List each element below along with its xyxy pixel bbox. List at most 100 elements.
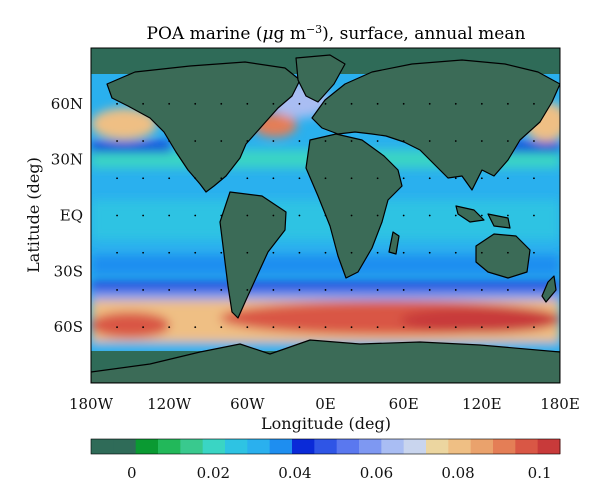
grid-dot [246,214,249,217]
x-tick-label: 180W [69,395,114,413]
colorbar-tick-label: 0.06 [360,464,393,482]
grid-dot [116,214,118,217]
grid-dot [220,214,223,217]
grid-dot [350,140,353,142]
grid-dot [454,140,457,142]
grid-dot [168,251,171,254]
grid-dot [533,102,535,105]
australia [475,233,531,279]
grid-dot [272,289,275,291]
colorbar-swatch [225,439,248,454]
grid-dot [142,214,145,217]
grid-dot [428,214,431,217]
colorbar-swatch [448,439,472,454]
colorbar-ticks: 0 0.02 0.04 0.06 0.08 0.1 [127,464,552,482]
colorbar-tick-label: 0.08 [441,464,474,482]
colorbar-swatch [269,439,293,454]
colorbar-swatch [180,439,204,454]
x-tick-label: 120W [147,395,192,413]
colorbar-tick-label: 0 [127,464,137,482]
southern-transition [91,291,560,301]
grid-dot [220,326,223,329]
south-subtropical-band [91,255,560,275]
x-tick-label: 120E [462,395,502,413]
south-america [219,191,287,319]
colorbar-swatch [135,439,159,454]
x-tick-label: 180E [540,395,580,413]
y-tick-label: 60S [54,318,83,336]
grid-dot [533,289,535,291]
colorbar-tick-label: 0.1 [528,464,552,482]
grid-dot [402,102,405,105]
map-plot-area [91,48,560,383]
grid-dot [533,326,535,329]
colorbar-swatch [292,439,315,454]
grid-dot [376,214,379,217]
grid-dot [246,251,249,254]
southern-front-blue [91,282,560,290]
grid-dot [246,102,249,105]
grid-dot [376,326,379,329]
grid-dot [194,251,197,254]
grid-dot [272,140,275,142]
grid-dot [298,289,301,291]
grid-dot [272,102,275,105]
colorbar-swatch [403,439,427,454]
grid-dot [454,177,457,180]
grid-dot [480,214,483,217]
grid-dot [350,102,353,105]
grid-dot [402,326,405,329]
grid-dot [402,251,405,254]
colorbar-swatch [336,439,360,454]
grid-dot [350,177,353,180]
grid-dot [116,140,118,142]
grid-dot [324,214,327,217]
grid-dot [168,289,171,291]
x-axis-label: Longitude (deg) [261,414,391,433]
grid-dot [454,102,457,105]
grid-dot [506,177,509,180]
colorbar-swatch [470,439,494,454]
colorbar-frame [90,438,561,455]
grid-dot [298,102,301,105]
grid-dot [116,251,118,254]
grid-dot [533,177,535,180]
grid-dot [116,177,118,180]
grid-dot [454,214,457,217]
grid-dot [480,177,483,180]
grid-dot [376,251,379,254]
grid-dot [428,326,431,329]
north-america [106,61,301,193]
grid-dot [506,326,509,329]
africa [305,133,403,279]
colorbar-swatch [91,439,114,454]
grid-dot [454,289,457,291]
colorbar-tick-label: 0.04 [278,464,311,482]
title-prefix: POA marine ( [147,24,263,44]
grid-dot [480,102,483,105]
grid-dot [480,289,483,291]
grid-dot [168,140,171,142]
x-tick-label: 60W [230,395,265,413]
europe-asia [311,59,560,191]
south-pacific-peak-shape [91,312,170,338]
southern-ocean-peak-core [400,307,560,333]
grid-dot [428,251,431,254]
grid-dot [402,289,405,291]
grid-dot [246,326,249,329]
grid-dot [506,140,509,142]
y-tick-label: EQ [60,207,83,225]
grid-dot [272,251,275,254]
title-suffix: ), surface, annual mean [322,24,525,44]
grid-dot [350,214,353,217]
grid-dot [298,140,301,142]
colorbar-swatch [314,439,338,454]
grid-dot [168,177,171,180]
colorbar-swatch [113,439,137,454]
grid-dot [142,177,145,180]
map-frame [90,47,561,384]
colorbar-swatch [515,439,539,454]
grid-dot [168,102,171,105]
grid-dots [116,102,535,329]
landmasses [91,54,560,383]
